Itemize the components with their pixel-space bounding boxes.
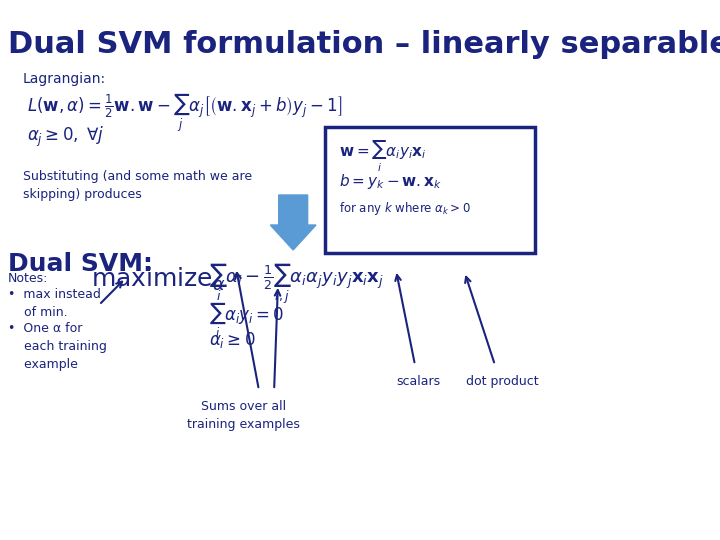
Text: Lagrangian:: Lagrangian: xyxy=(23,72,106,86)
FancyArrow shape xyxy=(270,195,316,250)
Text: $\mathbf{w} = \sum_i \alpha_i y_i \mathbf{x}_i$: $\mathbf{w} = \sum_i \alpha_i y_i \mathb… xyxy=(339,140,426,174)
Text: dot product: dot product xyxy=(467,375,539,388)
Text: Dual SVM formulation – linearly separable: Dual SVM formulation – linearly separabl… xyxy=(8,30,720,59)
Text: $b = y_k - \mathbf{w}.\mathbf{x}_k$: $b = y_k - \mathbf{w}.\mathbf{x}_k$ xyxy=(339,172,442,191)
Text: •  One α for
    each training
    example: • One α for each training example xyxy=(8,322,107,371)
Text: Notes:: Notes: xyxy=(8,272,48,285)
Text: $\sum_i \alpha_i y_i = 0$: $\sum_i \alpha_i y_i = 0$ xyxy=(210,300,284,340)
Text: Sums over all
training examples: Sums over all training examples xyxy=(187,400,300,431)
FancyBboxPatch shape xyxy=(325,127,535,253)
Text: $\mathrm{maximize}_{\alpha}$: $\mathrm{maximize}_{\alpha}$ xyxy=(91,266,226,293)
Text: •  max instead
    of min.: • max instead of min. xyxy=(8,288,101,319)
Text: $\alpha_i \geq 0$: $\alpha_i \geq 0$ xyxy=(210,330,256,350)
Text: scalars: scalars xyxy=(397,375,441,388)
Text: for any $k$ where $\alpha_k > 0$: for any $k$ where $\alpha_k > 0$ xyxy=(339,200,471,217)
Text: Substituting (and some math we are
skipping) produces: Substituting (and some math we are skipp… xyxy=(23,170,252,201)
Text: $\alpha_j \geq 0, \ \forall j$: $\alpha_j \geq 0, \ \forall j$ xyxy=(27,125,104,149)
Text: $L(\mathbf{w}, \alpha) = \frac{1}{2}\mathbf{w}.\mathbf{w} - \sum_j \alpha_j \lef: $L(\mathbf{w}, \alpha) = \frac{1}{2}\mat… xyxy=(27,92,343,135)
Text: Dual SVM:: Dual SVM: xyxy=(8,252,153,276)
Text: $\sum_i \alpha_i - \frac{1}{2}\sum_{i,j} \alpha_i \alpha_j y_i y_j \mathbf{x}_i : $\sum_i \alpha_i - \frac{1}{2}\sum_{i,j}… xyxy=(210,262,384,306)
